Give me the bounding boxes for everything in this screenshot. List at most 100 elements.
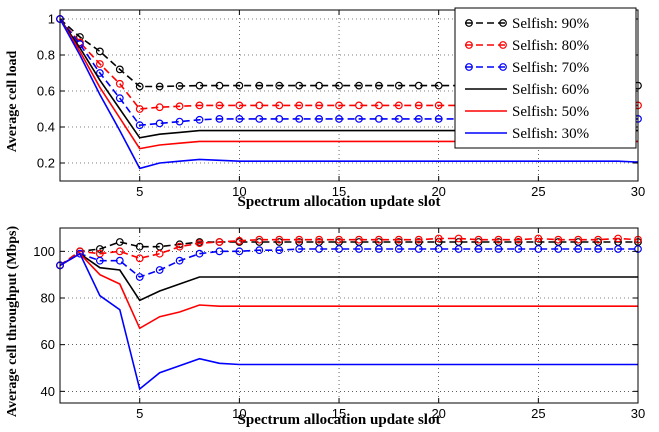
data-point [574, 235, 583, 244]
data-point [195, 81, 204, 90]
data-point [195, 115, 204, 124]
data-point [115, 247, 124, 256]
data-point [355, 235, 363, 244]
data-point [275, 114, 284, 123]
legend-label: Selfish: 60% [512, 82, 589, 98]
data-point [614, 234, 622, 243]
data-point [235, 236, 244, 245]
data-point [275, 235, 284, 244]
data-point [594, 245, 603, 253]
y-tick-label: 60 [41, 337, 55, 352]
y-tick-label: 0.8 [37, 48, 55, 63]
legend-label: Selfish: 50% [512, 104, 589, 120]
data-point [374, 81, 383, 90]
x-tick-label: 30 [631, 184, 645, 199]
data-point [275, 246, 284, 255]
series-line [59, 252, 638, 302]
y-axis-label: Average cell throughput (Mbps) [5, 226, 20, 418]
legend: Selfish: 90% Selfish: 80% Selfish: 70% Self… [454, 7, 637, 149]
data-point [275, 101, 284, 110]
data-point [514, 235, 523, 244]
data-point [175, 117, 184, 126]
y-axis-label: Average cell load [5, 50, 20, 152]
data-point [95, 47, 104, 56]
data-point [295, 235, 304, 244]
data-point [115, 256, 124, 265]
data-point [215, 101, 224, 110]
data-point [414, 114, 423, 123]
legend-marker [499, 41, 507, 49]
data-point [115, 238, 124, 246]
data-point [135, 82, 144, 91]
data-point [95, 245, 104, 253]
axes-frame [59, 9, 639, 182]
data-point [295, 114, 304, 123]
data-point [414, 235, 423, 244]
data-point [295, 245, 304, 253]
data-point [155, 266, 164, 274]
bottom-chart-cell-throughput: 5 10 15 20 25 30 40 60 80 100 Spectrum allocation … [5, 226, 645, 428]
data-point [115, 65, 124, 74]
data-point [554, 245, 563, 253]
data-point [235, 247, 244, 256]
x-tick-label: 25 [531, 406, 545, 421]
data-point [215, 238, 224, 246]
y-tick-label: 0.6 [37, 84, 55, 99]
data-point [355, 81, 363, 90]
data-point [255, 246, 264, 255]
data-point [494, 235, 503, 244]
data-point [95, 60, 104, 68]
x-tick-label: 15 [332, 184, 346, 199]
data-point [335, 245, 343, 253]
data-point [175, 240, 184, 249]
data-point [474, 235, 483, 244]
data-point [95, 69, 104, 77]
legend-marker [499, 63, 507, 71]
data-point [115, 79, 124, 88]
legend-marker [465, 41, 473, 49]
data-point [374, 114, 383, 123]
data-point [355, 114, 363, 123]
data-point [135, 273, 144, 281]
legend-box [454, 7, 637, 149]
x-tick-label: 20 [431, 184, 445, 199]
data-point [534, 245, 543, 253]
data-point [155, 82, 164, 91]
series-line [59, 252, 638, 391]
data-point [155, 249, 164, 258]
x-tick-label: 20 [431, 406, 445, 421]
data-point [574, 245, 583, 253]
data-point [374, 101, 383, 110]
data-point [115, 94, 124, 103]
data-point [454, 245, 463, 253]
x-tick-label: 5 [136, 184, 143, 199]
data-point [594, 235, 603, 244]
data-point [394, 245, 403, 253]
data-point [554, 235, 563, 244]
y-tick-label: 100 [33, 244, 55, 259]
data-point [275, 81, 284, 90]
data-point [175, 242, 184, 251]
data-point [215, 114, 224, 123]
x-axis-label: Spectrum allocation update slot [238, 412, 441, 428]
data-point [235, 114, 244, 123]
y-tick-label: 0.4 [37, 120, 55, 135]
data-point [315, 114, 324, 123]
data-point [255, 238, 264, 246]
data-point [514, 245, 523, 253]
data-point [335, 101, 343, 110]
data-point [494, 245, 503, 253]
data-point [315, 235, 324, 244]
data-point [315, 245, 324, 253]
legend-marker [465, 63, 473, 71]
data-point [175, 256, 184, 265]
data-point [394, 81, 403, 90]
data-point [434, 114, 443, 123]
data-point [175, 82, 184, 90]
x-tick-label: 10 [232, 184, 246, 199]
data-point [355, 245, 363, 253]
data-point [474, 245, 483, 253]
data-point [335, 81, 343, 90]
x-tick-label: 5 [136, 406, 143, 421]
